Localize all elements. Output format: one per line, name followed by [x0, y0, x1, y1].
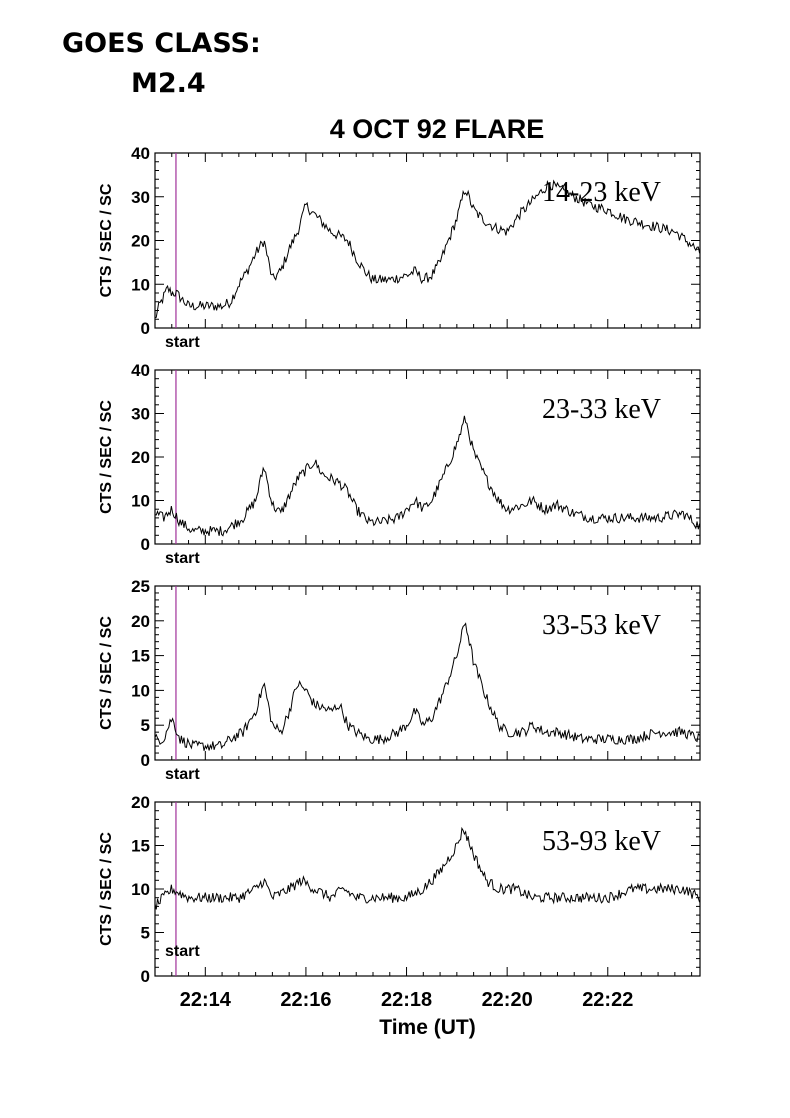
y-tick-label: 10	[131, 275, 150, 294]
y-axis-label: CTS / SEC / SC	[98, 616, 115, 730]
plot-frame-3	[154, 585, 701, 761]
x-tick-label: 22:16	[280, 989, 331, 1011]
energy-band-label: 14-23 keV	[542, 177, 661, 208]
energy-band-label: 53-93 keV	[542, 826, 661, 857]
y-tick-label: 10	[131, 492, 150, 511]
x-tick-label: 22:22	[582, 989, 633, 1011]
x-tick-label: 22:14	[180, 989, 232, 1011]
y-tick-label: 5	[141, 924, 150, 943]
start-marker-label: start	[165, 334, 200, 351]
energy-band-label: 33-53 keV	[542, 610, 661, 641]
y-tick-label: 40	[131, 144, 150, 163]
y-tick-label: 10	[131, 681, 150, 700]
y-tick-label: 20	[131, 232, 150, 251]
y-tick-label: 10	[131, 880, 150, 899]
goes-class-label: GOES CLASS:	[62, 28, 261, 59]
y-tick-label: 15	[131, 837, 150, 856]
y-tick-label: 20	[131, 612, 150, 631]
y-tick-label: 30	[131, 405, 150, 424]
y-axis-label: CTS / SEC / SC	[98, 400, 115, 514]
start-marker-label: start	[165, 550, 200, 567]
y-tick-label: 0	[141, 967, 150, 986]
lightcurve-trace-4	[154, 826, 701, 910]
y-tick-label: 5	[141, 716, 150, 735]
chart-title: 4 OCT 92 FLARE	[330, 114, 545, 144]
x-tick-label: 22:18	[381, 989, 432, 1011]
y-tick-label: 0	[141, 751, 150, 770]
energy-band-label: 23-33 keV	[542, 394, 661, 425]
y-axis-label: CTS / SEC / SC	[98, 832, 115, 946]
start-marker-label: start	[165, 943, 200, 960]
x-axis-label: Time (UT)	[379, 1016, 475, 1039]
lightcurve-trace-2	[154, 415, 701, 537]
y-tick-label: 0	[141, 319, 150, 338]
goes-class-value: M2.4	[131, 68, 206, 99]
y-tick-label: 40	[131, 361, 150, 380]
y-tick-label: 30	[131, 188, 150, 207]
y-tick-label: 15	[131, 647, 150, 666]
y-axis-label: CTS / SEC / SC	[98, 183, 115, 297]
y-tick-label: 20	[131, 793, 150, 812]
lightcurve-trace-1	[154, 179, 701, 319]
y-tick-label: 25	[131, 577, 150, 596]
start-marker-label: start	[165, 766, 200, 783]
y-tick-label: 0	[141, 535, 150, 554]
lightcurve-trace-3	[154, 622, 700, 751]
x-tick-label: 22:20	[482, 989, 533, 1011]
y-tick-label: 20	[131, 448, 150, 467]
